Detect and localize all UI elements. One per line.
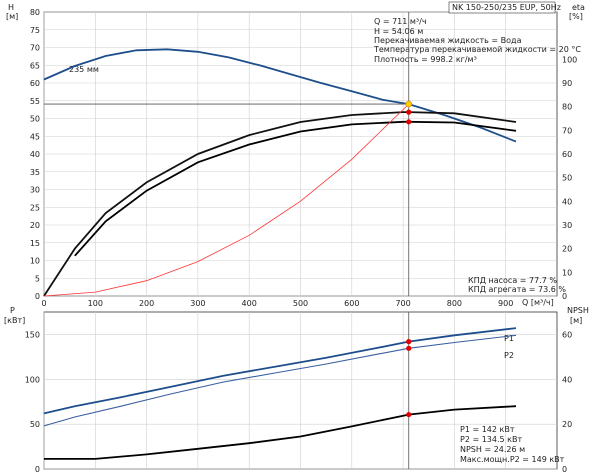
y-right-tick-label: 100 [562, 55, 577, 64]
upper-left-axis-label: H [8, 3, 14, 12]
y-left-tick-label: 50 [30, 420, 40, 429]
y-left-tick-label: 5 [35, 274, 40, 283]
y-left-tick-label: 45 [30, 132, 40, 141]
title-box [448, 1, 556, 14]
p1-marker [406, 339, 412, 345]
upper-ticks: 0 100 200 300 400 500 600 700 800 900051015202530… [30, 8, 577, 308]
y-left-tick-label: 20 [30, 221, 40, 230]
y-right-tick-label: 90 [562, 79, 572, 88]
y-right-tick-label: 40 [562, 375, 572, 384]
info-h: H = 54.06 м [374, 27, 423, 36]
y-right-tick-label: 0 [562, 465, 567, 474]
y-right-tick-label: 20 [562, 420, 572, 429]
y-left-tick-label: 30 [30, 186, 40, 195]
y-left-tick-label: 10 [30, 257, 40, 266]
y-right-tick-label: 0 [562, 292, 567, 301]
y-left-tick-label: 65 [30, 61, 40, 70]
y-left-tick-label: 35 [30, 168, 40, 177]
y-right-tick-label: 60 [562, 150, 572, 159]
y-left-tick-label: 100 [25, 375, 40, 384]
series-line-p2 [43, 334, 517, 427]
info-q: Q = 711 м³/ч [374, 17, 427, 26]
series-line-npsh [44, 405, 517, 460]
x-tick-label: 700 [395, 299, 410, 308]
operating-point-marker [405, 100, 413, 108]
series-line-eta_pump [43, 111, 517, 297]
y-left-tick-label: 0 [35, 465, 40, 474]
y-right-tick-label: 60 [562, 330, 572, 339]
lower-left-axis-label: P [10, 306, 15, 315]
lower-right-axis-label: NPSH [567, 306, 589, 315]
x-tick-label: 500 [293, 299, 308, 308]
x-tick-label: 200 [139, 299, 154, 308]
y-right-tick-label: 30 [562, 221, 572, 230]
lower-right-axis-unit: [м] [570, 316, 582, 325]
upper-grid [43, 11, 557, 297]
x-tick-label: 300 [190, 299, 205, 308]
y-left-tick-label: 55 [30, 97, 40, 106]
p2-series-label: P2 [504, 351, 514, 360]
upper-x-axis-label: Q [м³/ч] [522, 298, 554, 307]
lower-grid [43, 312, 557, 470]
info-temp: Температура перекачиваемой жидкости = 20… [373, 45, 581, 54]
y-left-tick-label: 40 [30, 150, 40, 159]
x-tick-label: 0 [41, 299, 46, 308]
y-right-tick-label: 70 [562, 126, 572, 135]
y-left-tick-label: 80 [30, 8, 40, 17]
lower-curves [43, 312, 517, 469]
y-right-tick-label: 10 [562, 268, 572, 277]
impeller-label: 235 мм [69, 65, 99, 74]
upper-right-axis-label: eta [572, 3, 585, 12]
y-left-tick-label: 15 [30, 239, 40, 248]
upper-right-axis-unit: [%] [569, 12, 583, 21]
y-left-tick-label: 70 [30, 44, 40, 53]
x-tick-label: 900 [498, 299, 513, 308]
info-npsh: NPSH = 24.26 м [460, 445, 525, 454]
series-line-head [43, 48, 517, 143]
upper-left-axis-unit: [м] [6, 12, 18, 21]
y-left-tick-label: 0 [35, 292, 40, 301]
x-tick-label: 100 [88, 299, 103, 308]
y-left-tick-label: 75 [30, 26, 40, 35]
info-p1: P1 = 142 кВт [460, 425, 515, 434]
y-right-tick-label: 50 [562, 174, 572, 183]
eta-unit-marker [406, 119, 412, 125]
p1-series-label: P1 [504, 334, 514, 343]
series-line-p1 [43, 327, 517, 415]
y-right-tick-label: 80 [562, 103, 572, 112]
y-right-tick-label: 40 [562, 197, 572, 206]
eff-unit-label: КПД агрегата = 73.6 % [468, 285, 566, 294]
chart-title: NK 150-250/235 EUP, 50Hz [452, 3, 561, 12]
series-line-eta_unit [74, 120, 517, 257]
eta-pump-marker [406, 109, 412, 115]
eff-pump-label: КПД насоса = 77.7 % [468, 276, 557, 285]
y-left-tick-label: 60 [30, 79, 40, 88]
info-p2: P2 = 134.5 кВт [460, 435, 522, 444]
npsh-marker [406, 411, 412, 418]
lower-left-axis-unit: [кВт] [4, 316, 25, 325]
y-left-tick-label: 150 [25, 330, 40, 339]
info-max-p2: Макс.мощн.P2 = 149 кВт [460, 455, 565, 464]
y-left-tick-label: 50 [30, 115, 40, 124]
x-tick-label: 600 [344, 299, 359, 308]
series-line-system [43, 103, 409, 297]
y-right-tick-label: 20 [562, 245, 572, 254]
lower-ticks: 0 50 100 150 0 20 40 60 [25, 330, 572, 474]
info-liquid: Перекачиваемая жидкость = Вода [374, 36, 522, 45]
y-left-tick-label: 25 [30, 203, 40, 212]
x-tick-label: 800 [447, 299, 462, 308]
x-tick-label: 400 [242, 299, 257, 308]
p2-marker [406, 345, 412, 351]
upper-curves [43, 12, 517, 297]
info-density: Плотность = 998.2 кг/м³ [374, 55, 477, 64]
